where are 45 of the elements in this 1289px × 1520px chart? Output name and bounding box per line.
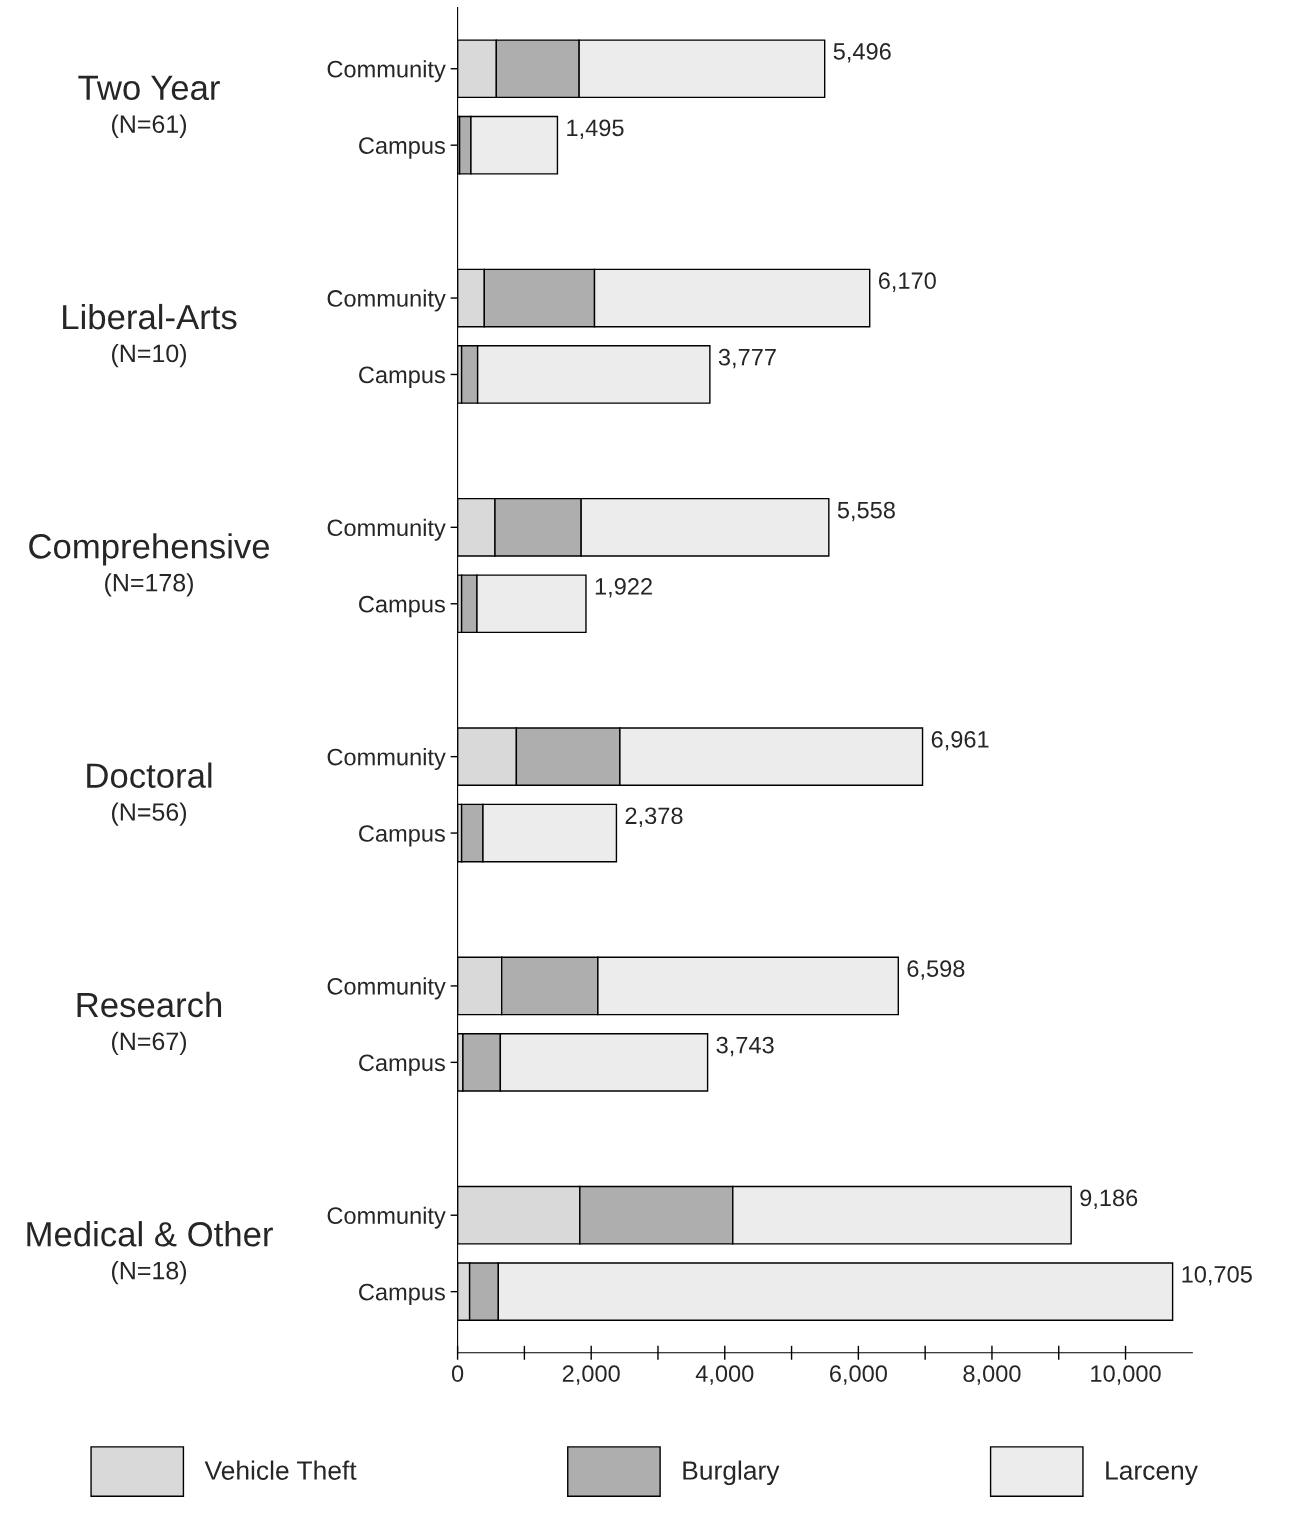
total-label: 1,495 [567, 119, 624, 140]
text: Liberal-Arts [63, 303, 237, 330]
text: Doctoral [87, 762, 212, 788]
text: (N=18) [112, 1261, 187, 1285]
text: Research [77, 991, 222, 1018]
x-tick-label: 0 [451, 1365, 464, 1382]
y-tick-label: Community [327, 1206, 446, 1229]
y-tick-label: Campus [359, 1054, 445, 1076]
legend-label: Burglary [683, 1460, 780, 1486]
y-tick-label: Community [327, 518, 446, 541]
total-label: 6,961 [931, 730, 989, 751]
y-tick-label: Campus [359, 825, 445, 847]
y-tick-label: Campus [359, 595, 445, 618]
total-label: 5,496 [833, 43, 891, 63]
text: (N=67) [112, 1031, 187, 1056]
text: (N=56) [112, 802, 187, 826]
text: Medical & Other [27, 1221, 273, 1247]
total-label: 5,558 [837, 501, 895, 522]
y-tick-label: Community [327, 748, 446, 771]
total-label: 2,378 [625, 807, 683, 827]
x-tick-label: 2,000 [562, 1365, 620, 1385]
x-tick-label: 6,000 [830, 1365, 887, 1385]
x-tick-label: 10,000 [1091, 1365, 1161, 1385]
text: Comprehensive [29, 533, 270, 566]
text: (N=61) [112, 114, 187, 138]
x-tick-label: 8,000 [963, 1365, 1021, 1385]
total-label: 3,777 [718, 348, 776, 369]
text: (N=178) [105, 573, 193, 597]
x-tick-label: 4,000 [695, 1365, 754, 1385]
y-tick-label: Campus [359, 1283, 445, 1306]
total-label: 6,598 [907, 960, 965, 980]
text: (N=10) [112, 343, 187, 368]
y-tick-label: Campus [359, 137, 445, 159]
y-tick-label: Community [327, 977, 446, 1000]
text: Two Year [78, 75, 220, 101]
y-tick-label: Campus [359, 366, 445, 388]
total-label: 1,922 [595, 578, 652, 598]
legend-label: Larceny [1106, 1461, 1198, 1486]
total-label: 3,743 [716, 1036, 774, 1057]
total-label: 6,170 [878, 272, 936, 292]
y-tick-label: Community [327, 60, 446, 83]
legend-label: Vehicle Theft [204, 1460, 357, 1480]
total-label: 10,705 [1182, 1265, 1252, 1286]
total-label: 9,186 [1080, 1189, 1138, 1210]
y-tick-label: Community [327, 289, 446, 312]
